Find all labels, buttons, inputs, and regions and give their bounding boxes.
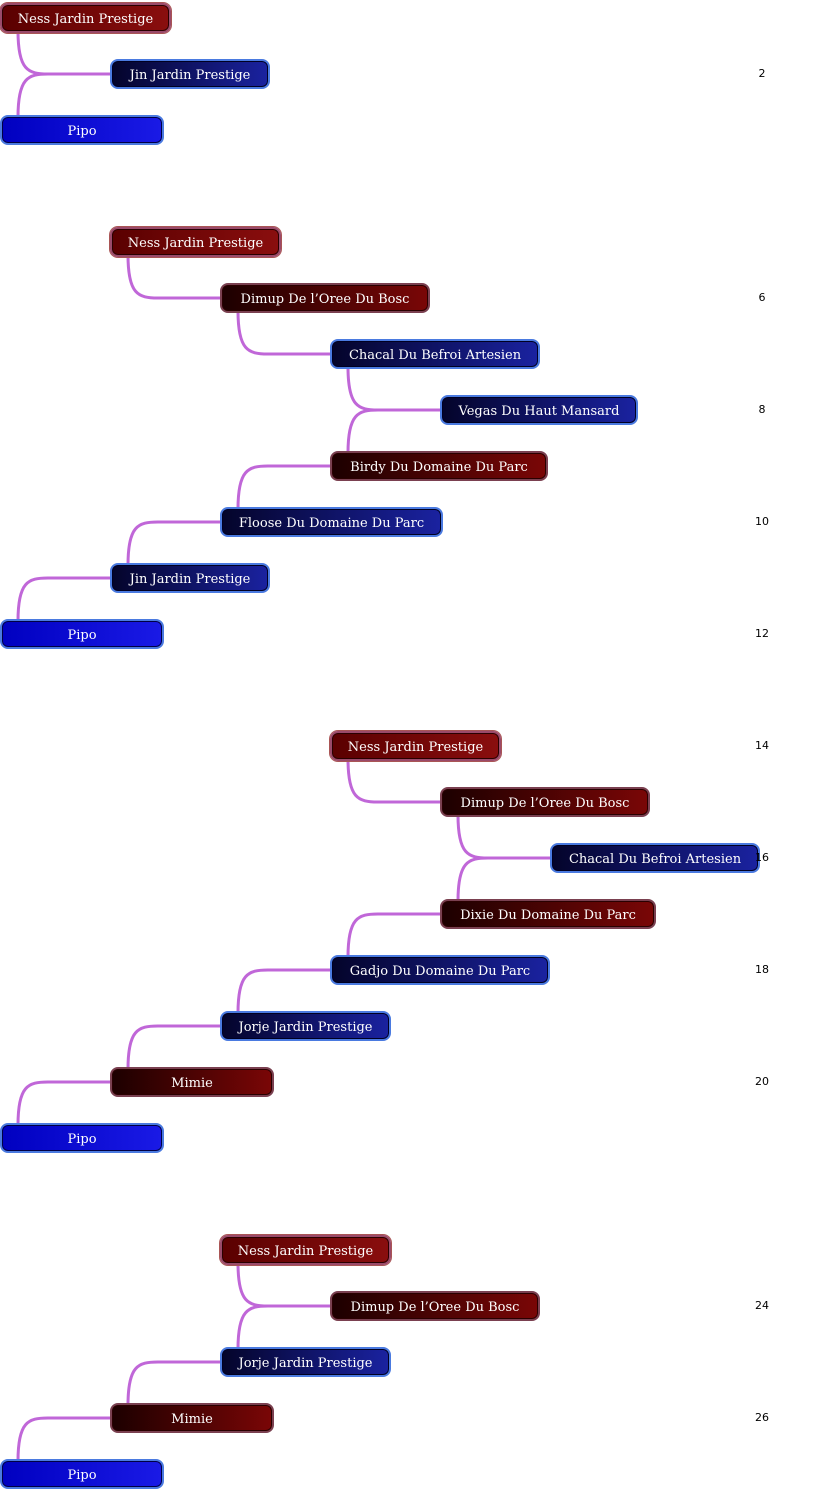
- pedigree-link: [346, 757, 446, 804]
- dog-node-jorje-jardin-prestige[interactable]: Jorje Jardin Prestige: [220, 1011, 391, 1041]
- pedigree-link: [126, 1360, 226, 1407]
- dog-node-chacal-du-befroi-artesien[interactable]: Chacal Du Befroi Artesien: [330, 339, 540, 369]
- generation-label: 14: [755, 739, 769, 752]
- pedigree-link: [236, 1304, 336, 1351]
- dog-node-ness-jardin-prestige[interactable]: Ness Jardin Prestige: [220, 1235, 391, 1265]
- dog-node-ness-jardin-prestige[interactable]: Ness Jardin Prestige: [110, 227, 281, 257]
- generation-label: 24: [755, 1299, 769, 1312]
- generation-label: 12: [755, 627, 769, 640]
- generation-label: 10: [755, 515, 769, 528]
- dog-node-mimie[interactable]: Mimie: [110, 1403, 274, 1433]
- dog-node-dixie-du-domaine-du-parc[interactable]: Dixie Du Domaine Du Parc: [440, 899, 656, 929]
- dog-node-dimup-de-loree-du-bosc[interactable]: Dimup De l’Oree Du Bosc: [220, 283, 430, 313]
- dog-node-vegas-du-haut-mansard[interactable]: Vegas Du Haut Mansard: [440, 395, 638, 425]
- dog-node-chacal-du-befroi-artesien[interactable]: Chacal Du Befroi Artesien: [550, 843, 760, 873]
- pedigree-link: [236, 309, 336, 356]
- pedigree-link: [126, 253, 226, 300]
- pedigree-link: [16, 1416, 116, 1463]
- dog-node-jin-jardin-prestige[interactable]: Jin Jardin Prestige: [110, 563, 270, 593]
- dog-node-ness-jardin-prestige[interactable]: Ness Jardin Prestige: [330, 731, 501, 761]
- pedigree-link: [236, 464, 336, 511]
- pedigree-link: [236, 1261, 336, 1308]
- pedigree-link: [456, 813, 556, 860]
- generation-label: 18: [755, 963, 769, 976]
- generation-label: 8: [758, 403, 766, 416]
- pedigree-link: [16, 72, 116, 119]
- pedigree-link: [346, 912, 446, 959]
- pedigree-link: [346, 365, 446, 412]
- dog-node-birdy-du-domaine-du-parc[interactable]: Birdy Du Domaine Du Parc: [330, 451, 548, 481]
- generation-label: 6: [758, 291, 766, 304]
- pedigree-link: [16, 29, 116, 76]
- pedigree-link: [126, 1024, 226, 1071]
- pedigree-link: [16, 576, 116, 623]
- dog-node-floose-du-domaine-du-parc[interactable]: Floose Du Domaine Du Parc: [220, 507, 443, 537]
- pedigree-link: [236, 968, 336, 1015]
- generation-label: 26: [755, 1411, 769, 1424]
- dog-node-mimie[interactable]: Mimie: [110, 1067, 274, 1097]
- generation-label: 16: [755, 851, 769, 864]
- pedigree-link: [126, 520, 226, 567]
- generation-label: 2: [758, 67, 766, 80]
- pedigree-link: [456, 856, 556, 903]
- dog-node-gadjo-du-domaine-du-parc[interactable]: Gadjo Du Domaine Du Parc: [330, 955, 550, 985]
- dog-node-dimup-de-loree-du-bosc[interactable]: Dimup De l’Oree Du Bosc: [440, 787, 650, 817]
- generation-label: 20: [755, 1075, 769, 1088]
- pedigree-link: [346, 408, 446, 455]
- dog-node-pipo[interactable]: Pipo: [0, 1123, 164, 1153]
- pedigree-link: [16, 1080, 116, 1127]
- dog-node-ness-jardin-prestige[interactable]: Ness Jardin Prestige: [0, 3, 171, 33]
- dog-node-pipo[interactable]: Pipo: [0, 1459, 164, 1489]
- dog-node-pipo[interactable]: Pipo: [0, 619, 164, 649]
- dog-node-jin-jardin-prestige[interactable]: Jin Jardin Prestige: [110, 59, 270, 89]
- dog-node-dimup-de-loree-du-bosc[interactable]: Dimup De l’Oree Du Bosc: [330, 1291, 540, 1321]
- dog-node-pipo[interactable]: Pipo: [0, 115, 164, 145]
- dog-node-jorje-jardin-prestige[interactable]: Jorje Jardin Prestige: [220, 1347, 391, 1377]
